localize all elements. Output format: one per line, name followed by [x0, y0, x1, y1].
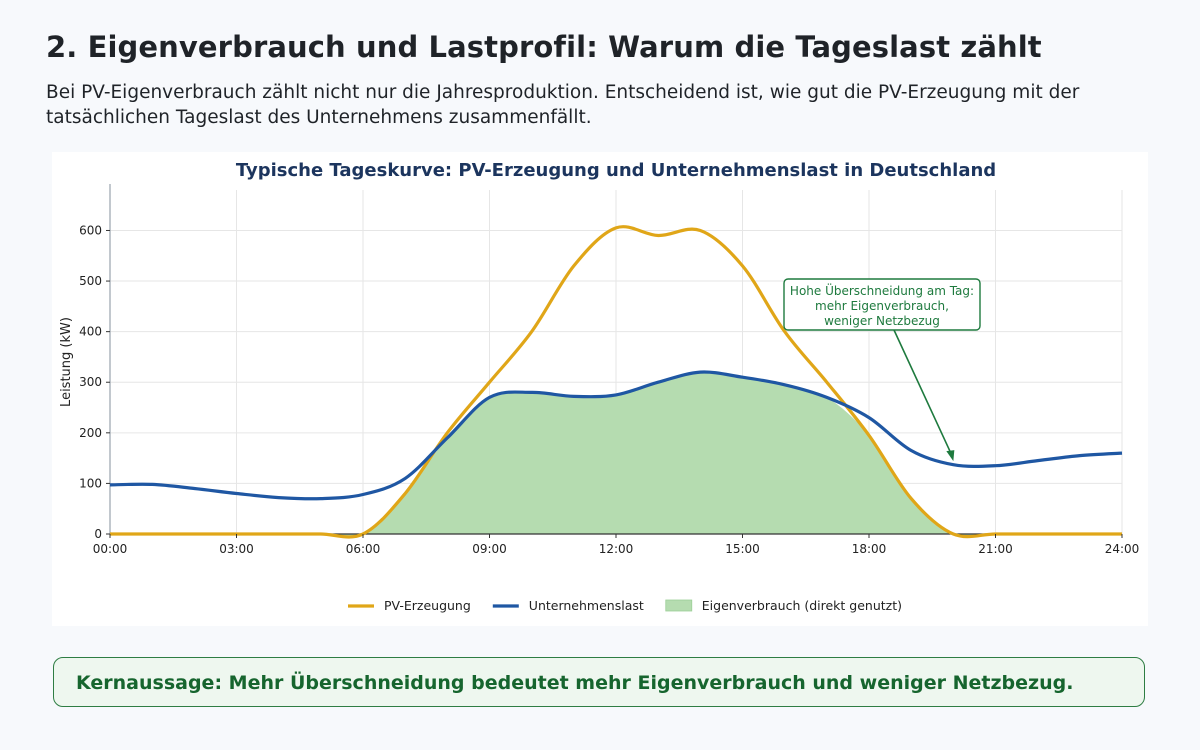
- x-tick-label: 00:00: [93, 542, 128, 556]
- annotation-text: weniger Netzbezug: [824, 314, 940, 328]
- y-tick-label: 300: [79, 375, 102, 389]
- takeaway-box: Kernaussage: Mehr Überschneidung bedeute…: [53, 657, 1145, 707]
- x-tick-label: 18:00: [852, 542, 887, 556]
- y-tick-label: 500: [79, 274, 102, 288]
- x-tick-label: 21:00: [978, 542, 1013, 556]
- series-line-pv-erzeugung: [110, 225, 1122, 539]
- legend-swatch: [665, 599, 693, 612]
- takeaway-text: Kernaussage: Mehr Überschneidung bedeute…: [76, 672, 1074, 694]
- annotation-text: Hohe Überschneidung am Tag:: [790, 282, 974, 298]
- y-tick-label: 400: [79, 325, 102, 339]
- annotation-box: [783, 278, 981, 331]
- series-line-unternehmenslast: [109, 370, 1123, 501]
- chart: Typische Tageskurve: PV-Erzeugung und Un…: [59, 160, 1140, 613]
- x-tick-label: 03:00: [219, 542, 254, 556]
- annotation-arrow: [893, 329, 953, 455]
- chart-title: Typische Tageskurve: PV-Erzeugung und Un…: [236, 160, 996, 181]
- y-tick-label: 0: [94, 527, 102, 541]
- intro-text: Bei PV-Eigenverbrauch zählt nicht nur di…: [46, 82, 1080, 128]
- x-tick-label: 12:00: [599, 542, 634, 556]
- chart-card: Typische Tageskurve: PV-Erzeugung und Un…: [52, 152, 1148, 626]
- x-tick-label: 24:00: [1105, 542, 1140, 556]
- annotation-text: mehr Eigenverbrauch,: [815, 299, 949, 313]
- y-tick-label: 100: [79, 476, 102, 490]
- y-tick-label: 600: [79, 223, 102, 237]
- x-tick-label: 06:00: [346, 542, 381, 556]
- x-tick-label: 15:00: [725, 542, 760, 556]
- legend-label: PV-Erzeugung: [384, 598, 471, 613]
- legend-label: Unternehmenslast: [529, 598, 644, 613]
- legend-label: Eigenverbrauch (direkt genutzt): [702, 598, 902, 613]
- y-tick-label: 200: [79, 426, 102, 440]
- page-title: 2. Eigenverbrauch und Lastprofil: Warum …: [46, 30, 1042, 64]
- x-tick-label: 09:00: [472, 542, 507, 556]
- y-axis-label: Leistung (kW): [59, 317, 74, 407]
- self-consumption-area: [110, 371, 1122, 537]
- annotation-arrowhead: [946, 450, 955, 462]
